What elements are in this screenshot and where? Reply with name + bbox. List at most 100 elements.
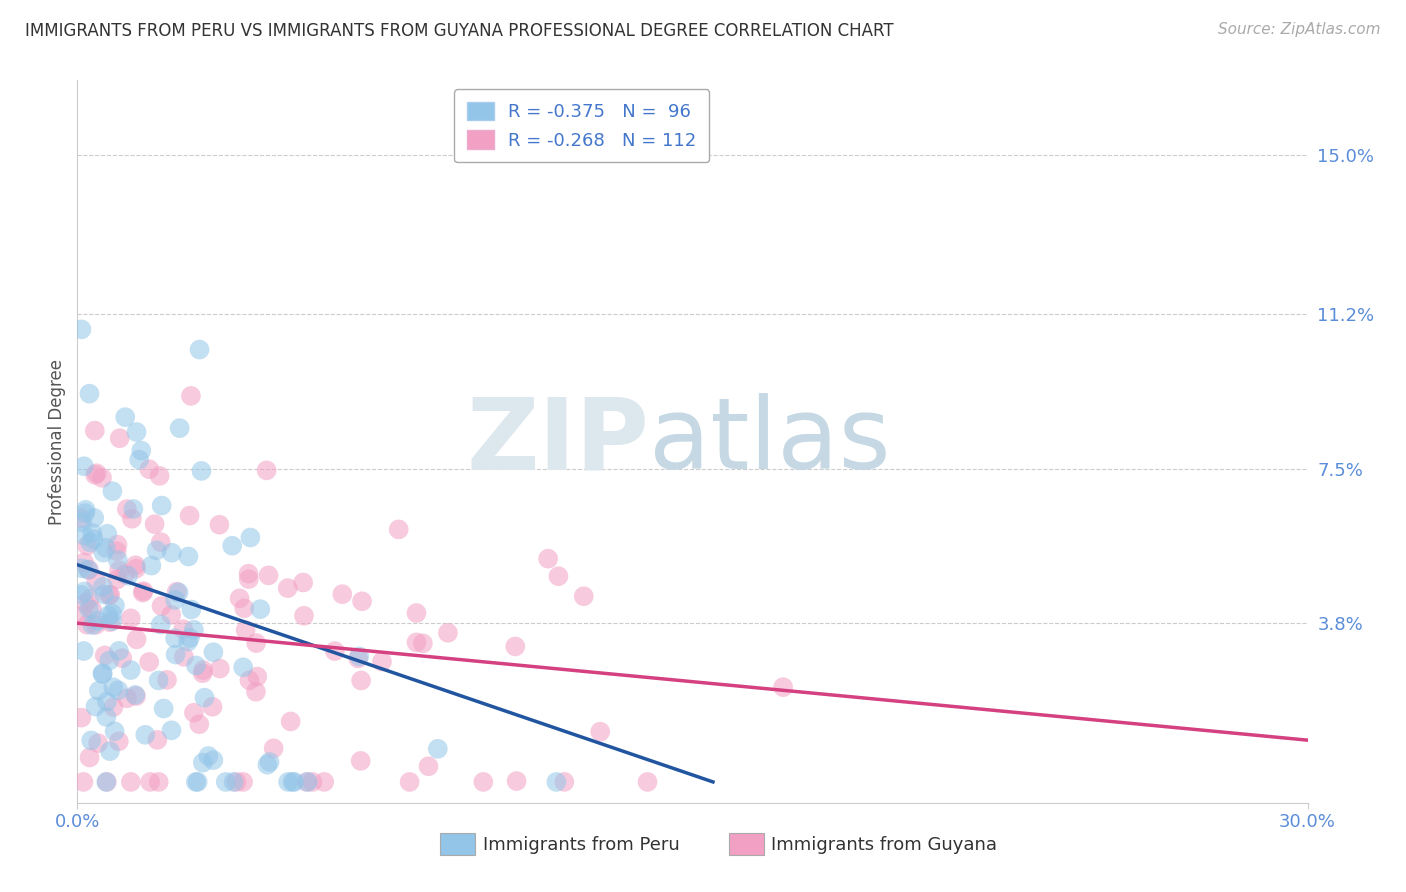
Point	[134, 728, 156, 742]
Point	[239, 531, 262, 545]
Point	[553, 775, 575, 789]
Point	[105, 544, 128, 558]
Point	[70, 588, 93, 602]
Point	[103, 700, 125, 714]
Point	[107, 553, 129, 567]
Point	[772, 680, 794, 694]
Point	[505, 774, 527, 789]
Point	[188, 343, 211, 357]
Point	[84, 467, 107, 482]
Point	[101, 484, 124, 499]
Point	[256, 463, 278, 477]
Point	[96, 710, 118, 724]
Legend: R = -0.375   N =  96, R = -0.268   N = 112: R = -0.375 N = 96, R = -0.268 N = 112	[454, 89, 709, 162]
Point	[70, 322, 93, 336]
Point	[96, 775, 118, 789]
Point	[572, 589, 595, 603]
Point	[129, 443, 152, 458]
Point	[77, 602, 100, 616]
Point	[101, 614, 124, 628]
Point	[139, 775, 162, 789]
Point	[125, 425, 148, 439]
Point	[125, 632, 148, 647]
Point	[72, 608, 94, 623]
Point	[128, 452, 150, 467]
Point	[350, 673, 373, 688]
Point	[76, 539, 98, 553]
Y-axis label: Professional Degree: Professional Degree	[48, 359, 66, 524]
Point	[98, 654, 121, 668]
Point	[98, 744, 121, 758]
Point	[232, 660, 254, 674]
Point	[114, 567, 136, 582]
Point	[202, 753, 225, 767]
Point	[589, 724, 612, 739]
Point	[263, 741, 285, 756]
Point	[191, 756, 214, 770]
Point	[77, 563, 100, 577]
Point	[108, 564, 131, 578]
Point	[150, 499, 173, 513]
Point	[97, 588, 120, 602]
Text: Immigrants from Peru: Immigrants from Peru	[484, 836, 681, 854]
Point	[72, 775, 94, 789]
Point	[188, 717, 211, 731]
Point	[79, 535, 101, 549]
Point	[132, 584, 155, 599]
Point	[83, 511, 105, 525]
FancyBboxPatch shape	[440, 833, 475, 855]
Point	[103, 680, 125, 694]
Point	[148, 775, 170, 789]
Point	[149, 468, 172, 483]
Point	[148, 673, 170, 688]
Point	[108, 644, 131, 658]
Point	[281, 775, 304, 789]
Point	[160, 723, 183, 738]
Point	[82, 602, 104, 616]
Point	[222, 775, 245, 789]
Point	[165, 648, 187, 662]
Point	[84, 699, 107, 714]
Point	[73, 556, 96, 570]
Point	[97, 608, 120, 623]
Point	[149, 535, 172, 549]
Point	[84, 574, 107, 588]
Point	[70, 710, 93, 724]
Point	[233, 601, 256, 615]
Point	[246, 669, 269, 683]
Text: IMMIGRANTS FROM PERU VS IMMIGRANTS FROM GUYANA PROFESSIONAL DEGREE CORRELATION C: IMMIGRANTS FROM PERU VS IMMIGRANTS FROM …	[25, 22, 894, 40]
Point	[232, 775, 254, 789]
Point	[245, 636, 267, 650]
Point	[426, 741, 449, 756]
Point	[197, 749, 219, 764]
Point	[93, 648, 115, 663]
Point	[75, 503, 97, 517]
Point	[80, 733, 103, 747]
Point	[238, 673, 260, 688]
Point	[111, 651, 134, 665]
Point	[301, 775, 323, 789]
Point	[398, 775, 420, 789]
Point	[165, 632, 187, 646]
Point	[91, 667, 114, 681]
Point	[93, 545, 115, 559]
Point	[169, 421, 191, 435]
Point	[120, 611, 142, 625]
Point	[352, 594, 374, 608]
Point	[228, 591, 250, 606]
Point	[314, 775, 336, 789]
Point	[418, 759, 440, 773]
Point	[96, 775, 118, 789]
Point	[184, 775, 207, 789]
Point	[208, 662, 231, 676]
Point	[96, 526, 118, 541]
Point	[91, 471, 114, 485]
Text: Source: ZipAtlas.com: Source: ZipAtlas.com	[1218, 22, 1381, 37]
Point	[256, 757, 278, 772]
Text: Immigrants from Guyana: Immigrants from Guyana	[772, 836, 997, 854]
Point	[187, 775, 209, 789]
Point	[190, 464, 212, 478]
Point	[166, 584, 188, 599]
FancyBboxPatch shape	[730, 833, 763, 855]
Point	[117, 568, 139, 582]
